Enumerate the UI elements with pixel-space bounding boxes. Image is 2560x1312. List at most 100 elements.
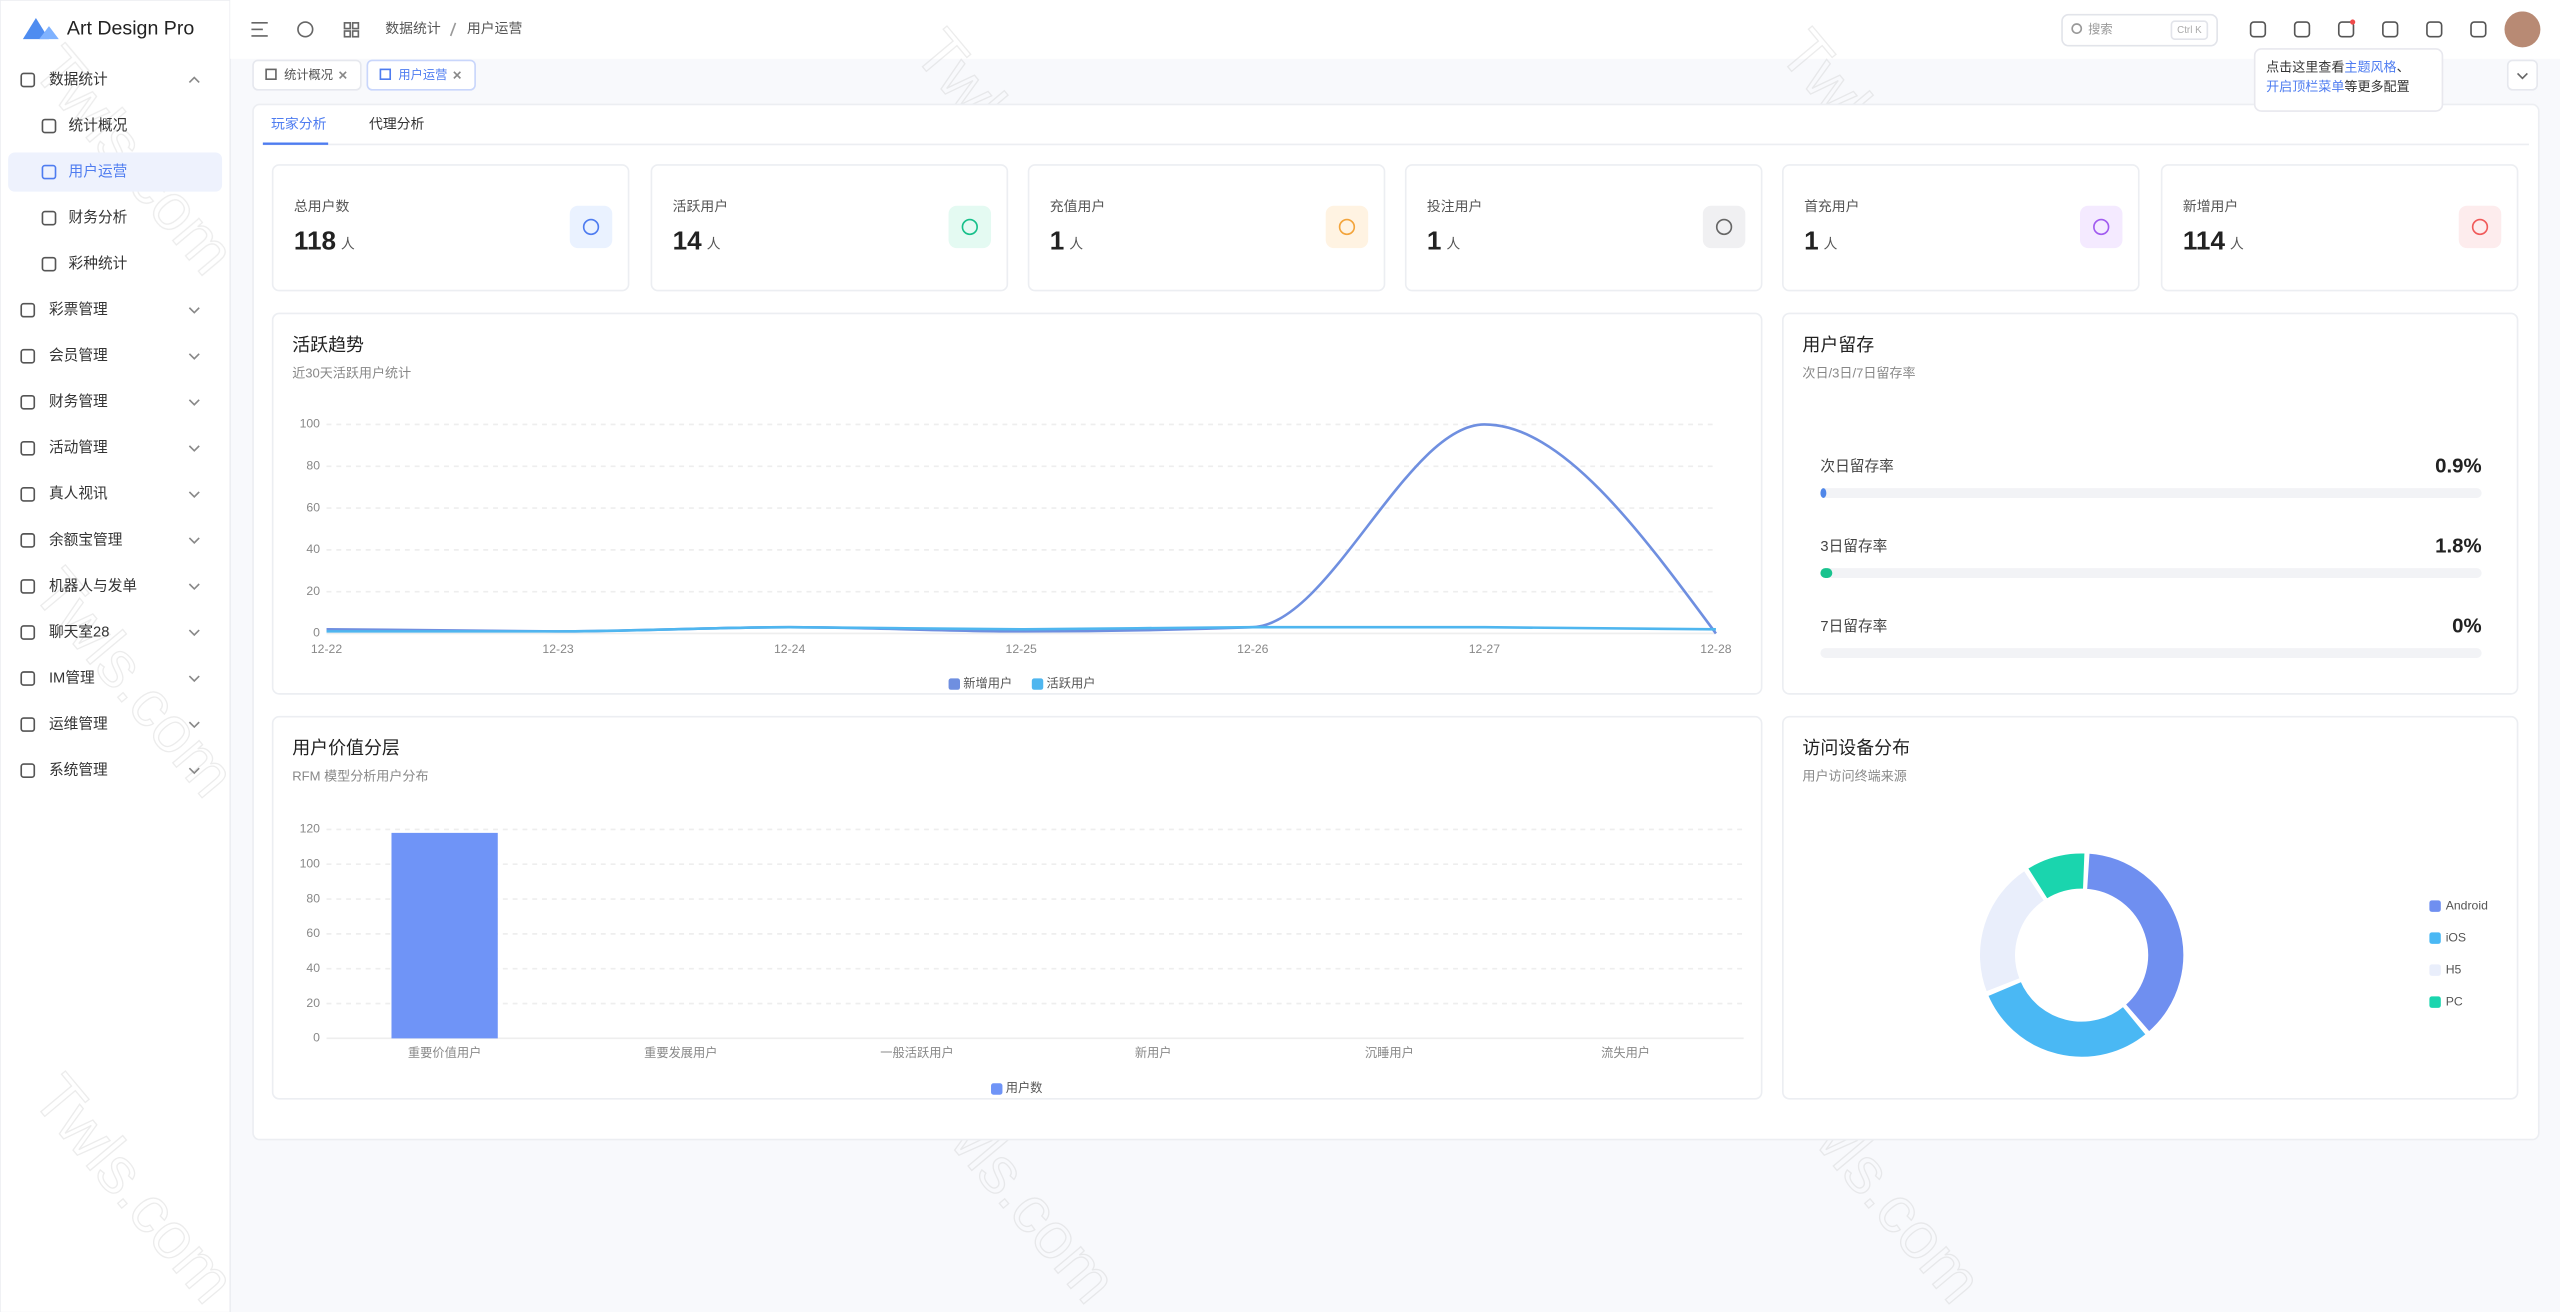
- y-tick-label: 80: [306, 459, 320, 473]
- header-icon[interactable]: [343, 30, 352, 38]
- header-action-icon[interactable]: [2470, 21, 2487, 38]
- header-action-icon[interactable]: [2382, 21, 2399, 38]
- pie-slice: [1985, 979, 2149, 1060]
- x-tick-label: 12-25: [1006, 642, 1037, 656]
- menu-item[interactable]: 活动管理: [49, 439, 108, 456]
- menu-item[interactable]: 财务管理: [49, 393, 108, 410]
- menu-item[interactable]: 系统管理: [49, 761, 108, 778]
- legend-swatch: [1031, 678, 1044, 690]
- header-icon[interactable]: [343, 22, 352, 30]
- menu-label[interactable]: 机器人与发单: [49, 577, 137, 594]
- header-action-icon[interactable]: [2337, 21, 2355, 38]
- menu-icon: [20, 72, 36, 88]
- stat-icon-bg: [948, 205, 992, 249]
- breadcrumb[interactable]: 数据统计: [385, 20, 441, 36]
- menu-item[interactable]: 余额宝管理: [49, 530, 123, 548]
- menu-chevron: [188, 399, 200, 406]
- stat-icon: [1715, 218, 1733, 236]
- tab-label[interactable]: 统计概况: [284, 68, 333, 82]
- menu-label[interactable]: IM管理: [49, 669, 95, 686]
- sub-tab[interactable]: 代理分析: [369, 116, 425, 132]
- y-tick-label: 100: [300, 856, 321, 870]
- menu-label[interactable]: 彩票管理: [49, 301, 108, 318]
- stat-label: 投注用户: [1427, 198, 1482, 214]
- progress-bar: [1820, 568, 1833, 578]
- stat-icon-bg: [2458, 205, 2502, 249]
- stat-icon: [961, 218, 978, 236]
- menu-item[interactable]: 彩票管理: [49, 301, 108, 318]
- legend-label[interactable]: iOS: [2446, 930, 2466, 944]
- stat-label: 充值用户: [1050, 198, 1105, 214]
- legend-label[interactable]: 活跃用户: [1047, 675, 1096, 690]
- chart-subtitle: 近30天活跃用户统计: [292, 365, 411, 380]
- tooltip-part: 点击这里查看: [2266, 60, 2344, 75]
- menu-item[interactable]: 数据统计: [49, 71, 108, 88]
- stat-icon-bg: [1325, 205, 1369, 249]
- stat-card: [271, 164, 630, 292]
- page-tab[interactable]: [252, 59, 362, 91]
- menu-item[interactable]: 运维管理: [49, 715, 108, 732]
- submenu-icon: [41, 256, 57, 272]
- menu-item[interactable]: IM管理: [49, 669, 95, 686]
- menu-label[interactable]: 数据统计: [49, 71, 108, 88]
- tooltip-text: 点击这里查看主题风格、: [2266, 60, 2410, 75]
- tooltip-link[interactable]: 开启顶栏菜单: [2266, 80, 2344, 95]
- legend-label[interactable]: 新增用户: [963, 675, 1012, 690]
- menu-label[interactable]: 活动管理: [49, 439, 108, 456]
- notification-dot: [2350, 19, 2356, 25]
- header-action-icon[interactable]: [2426, 21, 2443, 38]
- page-tab[interactable]: [366, 59, 476, 91]
- bar: [391, 832, 498, 1039]
- header-action-icon[interactable]: [2249, 21, 2267, 38]
- header-icon[interactable]: [297, 21, 314, 38]
- x-tick-label: 12-27: [1469, 642, 1500, 656]
- tab-dropdown[interactable]: [2506, 59, 2538, 91]
- menu-item[interactable]: 会员管理: [49, 347, 108, 364]
- legend-label[interactable]: H5: [2446, 962, 2462, 976]
- tooltip-link[interactable]: 主题风格: [2344, 60, 2396, 75]
- stat-icon: [582, 218, 600, 236]
- stat-icon-bg: [2080, 205, 2123, 249]
- x-tick-label: 12-22: [311, 642, 342, 656]
- chart-title: 访问设备分布: [1802, 738, 1910, 758]
- stat-label: 活跃用户: [673, 198, 728, 214]
- legend-label[interactable]: PC: [2446, 994, 2463, 1008]
- tab-close[interactable]: [339, 71, 347, 79]
- stat-icon: [2093, 218, 2110, 236]
- menu-item[interactable]: 机器人与发单: [49, 577, 137, 594]
- submenu-label[interactable]: 彩种统计: [69, 255, 128, 272]
- menu-label[interactable]: 真人视讯: [49, 484, 108, 502]
- menu-chevron: [188, 537, 200, 545]
- menu-label[interactable]: 财务管理: [49, 393, 108, 410]
- menu-chevron: [188, 767, 200, 775]
- tooltip-text: 开启顶栏菜单等更多配置: [2266, 80, 2410, 95]
- retention-value: 1.8%: [2435, 535, 2481, 557]
- tab-icon: [265, 68, 277, 81]
- sub-tab[interactable]: 玩家分析: [271, 116, 327, 132]
- menu-label[interactable]: 运维管理: [49, 715, 108, 732]
- menu-item[interactable]: 聊天室28: [49, 623, 109, 640]
- header-icon[interactable]: [351, 30, 360, 38]
- header-action-icon[interactable]: [2293, 21, 2311, 38]
- menu-chevron: [188, 491, 200, 498]
- menu-label[interactable]: 聊天室28: [49, 623, 109, 640]
- tab-close[interactable]: [453, 71, 461, 79]
- y-tick-label: 120: [300, 822, 321, 836]
- submenu-label[interactable]: 用户运营: [69, 163, 128, 180]
- submenu-label[interactable]: 统计概况: [69, 117, 128, 134]
- tab-label[interactable]: 用户运营: [398, 67, 447, 82]
- breadcrumb: 用户运营: [467, 20, 523, 36]
- menu-item[interactable]: 真人视讯: [49, 484, 108, 502]
- stat-label: 首充用户: [1804, 198, 1859, 214]
- menu-label[interactable]: 余额宝管理: [49, 530, 123, 548]
- avatar[interactable]: [2504, 11, 2541, 48]
- pie-slice: [2084, 851, 2186, 1035]
- stat-card: [1027, 164, 1386, 292]
- menu-label[interactable]: 系统管理: [49, 761, 108, 778]
- header-icon[interactable]: [351, 22, 360, 30]
- legend-label[interactable]: Android: [2446, 898, 2488, 912]
- menu-label[interactable]: 会员管理: [49, 347, 108, 364]
- legend-label[interactable]: 用户数: [1006, 1080, 1043, 1095]
- stat-card: [1782, 164, 2140, 292]
- submenu-label[interactable]: 财务分析: [69, 209, 128, 226]
